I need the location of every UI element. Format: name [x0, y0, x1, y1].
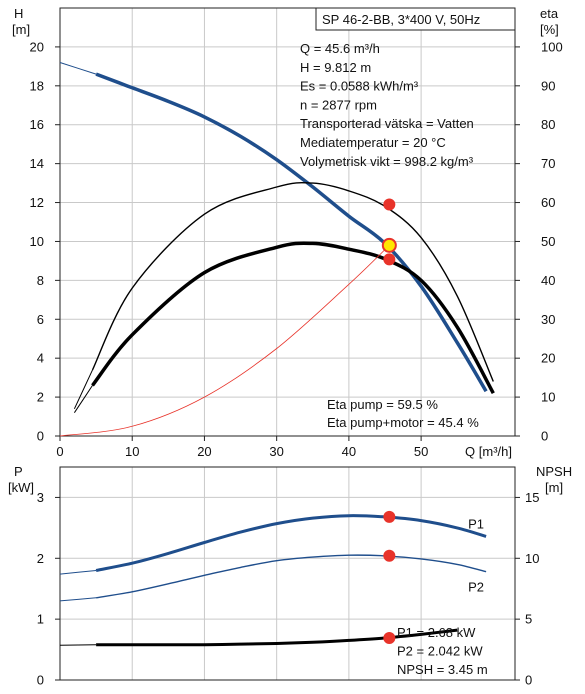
series-line — [96, 628, 458, 647]
y-left-axis-unit: [kW] — [8, 480, 34, 495]
series-label: P2 — [468, 580, 484, 595]
y-right-tick-label: 0 — [541, 429, 548, 444]
series-line — [73, 385, 93, 413]
y-right-axis-unit: [%] — [540, 22, 559, 37]
y-left-tick-label: 4 — [37, 351, 44, 366]
chart-title: SP 46-2-BB, 3*400 V, 50Hz — [322, 12, 480, 27]
series-line — [59, 597, 97, 602]
y-right-axis-unit: [m] — [545, 480, 563, 495]
y-right-tick-label: 70 — [541, 156, 555, 171]
duty-point-marker — [383, 510, 396, 523]
plot-frame — [59, 7, 516, 437]
y-left-axis-unit: [m] — [12, 22, 30, 37]
y-right-tick-label: 40 — [541, 273, 555, 288]
series-line — [73, 369, 93, 410]
y-right-tick-label: 5 — [525, 612, 532, 627]
series-label: P1 — [468, 516, 484, 531]
x-tick-label: 10 — [125, 444, 139, 459]
y-left-tick-label: 14 — [30, 156, 44, 171]
y-left-axis-label: P — [14, 464, 23, 479]
y-left-tick-label: 16 — [30, 117, 44, 132]
y-left-tick-label: 3 — [37, 490, 44, 505]
series-line — [95, 72, 488, 393]
info-line: Transporterad vätska = Vatten — [300, 116, 474, 131]
duty-point-marker — [383, 632, 396, 645]
series-line — [59, 644, 97, 646]
y-left-tick-label: 1 — [37, 612, 44, 627]
y-right-axis-label: NPSH — [536, 464, 572, 479]
y-left-tick-label: 2 — [37, 390, 44, 405]
y-left-tick-label: 10 — [30, 234, 44, 249]
y-right-tick-label: 10 — [541, 390, 555, 405]
x-axis-label: Q [m³/h] — [465, 444, 512, 459]
y-right-tick-label: 90 — [541, 78, 555, 93]
series-line — [91, 181, 494, 382]
y-left-tick-label: 18 — [30, 78, 44, 93]
y-left-tick-label: 20 — [30, 39, 44, 54]
y-left-tick-label: 2 — [37, 551, 44, 566]
info-line: Mediatemperatur = 20 °C — [300, 135, 446, 150]
duty-point-marker — [383, 253, 396, 266]
y-right-tick-label: 100 — [541, 39, 563, 54]
y-right-tick-label: 0 — [525, 673, 532, 688]
power-npsh-panel: 0 1 2 3 0 5 10 15 P[kW] NPSH[m] P1 P2 P1 = 2.68 kW P2… — [8, 464, 572, 688]
x-tick-label: 0 — [56, 444, 63, 459]
info-line: H = 9.812 m — [300, 60, 371, 75]
duty-point-marker — [383, 549, 396, 562]
y-left-tick-label: 8 — [37, 273, 44, 288]
y-left-tick-label: 0 — [37, 673, 44, 688]
info-line: Volymetrisk vikt = 998.2 kg/m³ — [300, 154, 474, 169]
series-line — [95, 514, 487, 572]
series-line — [95, 554, 487, 599]
series-line — [59, 62, 97, 75]
y-left-tick-label: 6 — [37, 312, 44, 327]
eta-value-line: Eta pump+motor = 45.4 % — [327, 415, 479, 430]
eta-value-line: Eta pump = 59.5 % — [327, 397, 438, 412]
y-left-tick-label: 0 — [37, 429, 44, 444]
title-box — [315, 7, 516, 31]
y-right-axis-label: eta — [540, 6, 559, 21]
duty-point-marker — [381, 237, 397, 253]
y-right-tick-label: 15 — [525, 490, 539, 505]
x-tick-label: 50 — [414, 444, 428, 459]
info-line: P1 = 2.68 kW — [397, 625, 476, 640]
y-right-tick-label: 20 — [541, 351, 555, 366]
y-left-tick-label: 12 — [30, 195, 44, 210]
duty-point-marker — [383, 198, 396, 211]
info-line: n = 2877 rpm — [300, 97, 377, 112]
y-right-tick-label: 30 — [541, 312, 555, 327]
info-line: Q = 45.6 m³/h — [300, 41, 380, 56]
series-line — [91, 241, 495, 395]
series-line — [59, 245, 390, 437]
plot-frame — [59, 466, 516, 681]
info-line: NPSH = 3.45 m — [397, 662, 488, 677]
y-right-tick-label: 80 — [541, 117, 555, 132]
y-right-tick-label: 50 — [541, 234, 555, 249]
x-tick-label: 40 — [342, 444, 356, 459]
info-line: Es = 0.0588 kWh/m³ — [300, 79, 419, 94]
y-left-axis-label: H — [14, 6, 23, 21]
x-tick-label: 30 — [269, 444, 283, 459]
info-line: P2 = 2.042 kW — [397, 644, 483, 659]
y-right-tick-label: 60 — [541, 195, 555, 210]
series-line — [59, 570, 97, 575]
y-right-tick-label: 10 — [525, 551, 539, 566]
x-tick-label: 20 — [197, 444, 211, 459]
head-efficiency-panel: 0 2 4 6 8 10 12 14 16 18 20 0 10 20 30 40 50 60 70 80 90 100 0… — [12, 6, 563, 459]
